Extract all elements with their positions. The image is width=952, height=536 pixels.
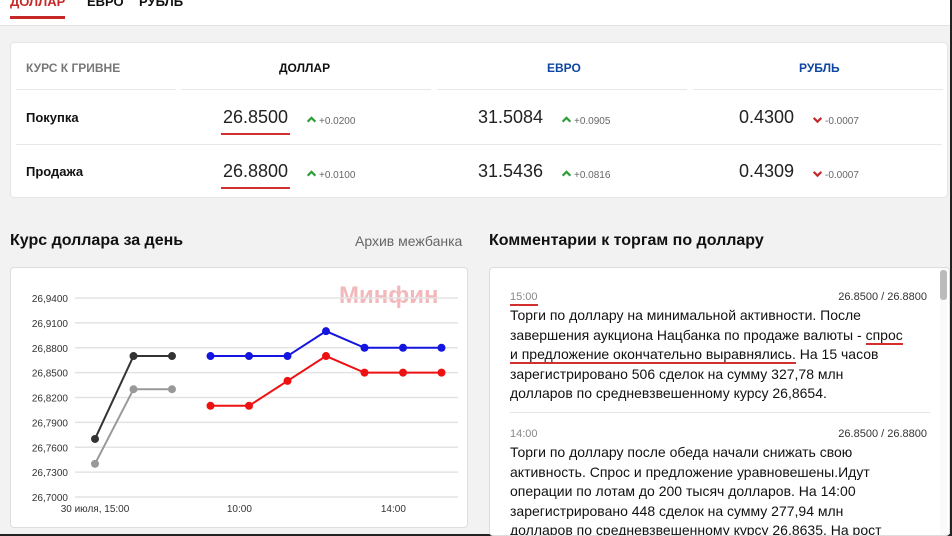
rates-header-rub: РУБЛЬ: [799, 61, 840, 75]
series-line: [210, 354, 442, 407]
y-tick-label: 26,9400: [32, 294, 69, 305]
data-point: [283, 376, 292, 385]
y-tick-label: 26,7600: [32, 443, 69, 454]
y-tick-label: 26,7900: [32, 418, 69, 429]
data-point: [322, 352, 330, 361]
row-label-sell: Продажа: [26, 164, 84, 179]
chart-card: Минфин 26,9400 26,9100 26,8800 26,8500 26,820…: [10, 267, 468, 528]
data-point: [168, 352, 176, 361]
archive-link[interactable]: Архив межбанка: [355, 233, 463, 249]
y-tick-label: 26,8200: [32, 394, 69, 405]
sell-eur-change: +0.0816: [561, 168, 610, 181]
data-point: [168, 385, 176, 394]
row-label-buy: Покупка: [26, 110, 79, 125]
data-point: [360, 343, 369, 352]
data-point: [360, 368, 369, 377]
arrow-up-icon: [306, 116, 317, 123]
data-point: [283, 352, 292, 361]
rates-header-eur: ЕВРО: [547, 61, 581, 75]
data-point: [437, 343, 446, 352]
arrow-down-icon: [812, 117, 823, 124]
tab-dollar[interactable]: Доллар: [10, 0, 66, 19]
buy-rub-change: -0.0007: [812, 114, 859, 127]
comment-highlight: спрос и предложение окончательно выравня…: [510, 326, 903, 364]
arrow-up-icon: [306, 170, 317, 177]
divider: [437, 89, 687, 90]
data-point: [91, 459, 99, 468]
sell-eur-value: 31.5436: [478, 161, 544, 181]
data-point: [245, 352, 253, 361]
comment-text: Торги по доллару после обеда начали сниж…: [510, 444, 882, 536]
x-tick-label: 30 июля, 15:00: [61, 504, 130, 515]
series-line: [94, 388, 172, 465]
comments-panel: 15:00 26.8500 / 26.8800 Торги по доллару…: [489, 267, 950, 536]
data-point: [322, 327, 330, 336]
y-tick-label: 26,7300: [32, 468, 69, 479]
data-point: [245, 401, 253, 410]
data-point: [206, 352, 215, 361]
buy-eur-change: +0.0905: [561, 114, 610, 127]
divider: [16, 144, 942, 145]
rate-chart: Минфин 26,9400 26,9100 26,8800 26,8500 26,820…: [32, 282, 458, 515]
rates-table: КУРС К ГРИВНЕ ДОЛЛАР ЕВРО РУБЛЬ Покупка …: [10, 42, 948, 198]
data-point: [129, 352, 138, 361]
data-point: [437, 368, 446, 377]
comment-text: Торги по доллару на минимальной активнос…: [510, 307, 903, 401]
comment-divider: [510, 412, 930, 413]
y-tick-label: 26,8800: [32, 344, 69, 355]
arrow-up-icon: [561, 170, 572, 177]
rates-header-label: КУРС К ГРИВНЕ: [26, 61, 121, 75]
comments-section-title: Комментарии к торгам по доллару: [489, 232, 764, 249]
sell-usd-value: 26.8800: [220, 161, 291, 189]
buy-usd-value: 26.8500: [220, 107, 291, 135]
scrollbar-thumb[interactable]: [940, 270, 947, 300]
comment-price: 26.8500 / 26.8800: [838, 291, 927, 303]
comment-time: 14:00: [510, 428, 538, 440]
data-point: [206, 401, 215, 410]
data-point: [91, 434, 99, 443]
divider: [181, 89, 431, 90]
data-point: [399, 343, 407, 352]
tab-euro[interactable]: Евро: [87, 0, 124, 9]
arrow-up-icon: [561, 116, 572, 123]
divider: [16, 89, 176, 90]
watermark: Минфин: [339, 282, 439, 309]
data-point: [129, 385, 138, 394]
sell-rub-change: -0.0007: [812, 168, 859, 181]
data-point: [399, 368, 407, 377]
comment-time: 15:00: [510, 291, 538, 306]
arrow-down-icon: [812, 171, 823, 178]
tab-ruble[interactable]: Рубль: [139, 0, 184, 9]
y-tick-label: 26,8500: [32, 369, 69, 380]
comment-price: 26.8500 / 26.8800: [838, 428, 927, 440]
sell-rub-value: 0.4309: [739, 161, 795, 181]
buy-usd-change: +0.0200: [306, 114, 355, 127]
x-tick-label: 14:00: [381, 504, 406, 515]
buy-rub-value: 0.4300: [739, 107, 795, 127]
buy-eur-value: 31.5084: [478, 107, 544, 127]
currency-tabs: Доллар Евро Рубль: [0, 0, 950, 26]
x-tick-label: 10:00: [227, 504, 252, 515]
divider: [693, 89, 943, 90]
y-tick-label: 26,9100: [32, 319, 69, 330]
y-tick-label: 26,7000: [32, 493, 69, 504]
rates-header-usd: ДОЛЛАР: [279, 61, 331, 75]
comments-scrollbar[interactable]: [940, 268, 947, 535]
chart-section-title: Курс доллара за день: [10, 232, 184, 249]
sell-usd-change: +0.0100: [306, 168, 355, 181]
